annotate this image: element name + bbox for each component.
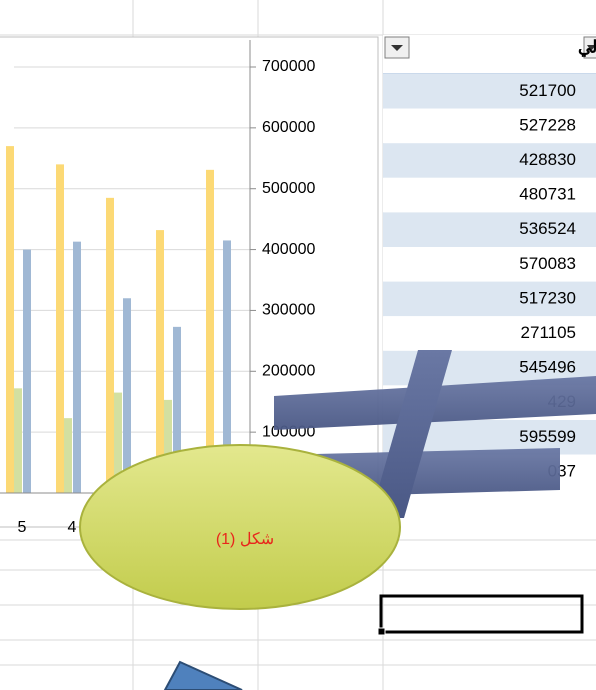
bar bbox=[64, 418, 72, 493]
not-equal-sign bbox=[274, 350, 596, 518]
table-cell: 428830 bbox=[519, 150, 576, 169]
y-tick-label: 700000 bbox=[262, 58, 315, 75]
table-row bbox=[383, 74, 596, 109]
table-header: إجمالي bbox=[578, 37, 596, 57]
fill-handle[interactable] bbox=[377, 627, 386, 636]
table-row bbox=[383, 247, 596, 282]
table-row bbox=[383, 212, 596, 247]
bar bbox=[14, 388, 22, 493]
bar bbox=[164, 399, 172, 493]
chart: 1000002000003000004000005000006000007000… bbox=[0, 36, 379, 536]
y-tick-label: 600000 bbox=[262, 119, 315, 136]
table-cell: 521700 bbox=[519, 81, 576, 100]
table-row bbox=[383, 108, 596, 144]
table-row bbox=[383, 316, 596, 351]
selected-cell[interactable] bbox=[379, 594, 584, 634]
y-tick-label: 300000 bbox=[262, 302, 315, 319]
y-tick-label: 200000 bbox=[262, 363, 315, 380]
bar bbox=[156, 230, 164, 493]
table-row bbox=[383, 177, 596, 213]
bar bbox=[173, 326, 181, 493]
table-cell: 595599 bbox=[519, 427, 576, 446]
table-row bbox=[383, 143, 596, 178]
bar bbox=[23, 249, 31, 493]
table-row bbox=[383, 281, 596, 317]
table-cell: 545496 bbox=[519, 358, 576, 377]
y-tick-label: 400000 bbox=[262, 241, 315, 258]
slash bbox=[370, 350, 452, 518]
table-cell: 517230 bbox=[519, 288, 576, 307]
y-tick-label: 500000 bbox=[262, 180, 315, 197]
bar bbox=[6, 146, 14, 493]
table-cell: 271105 bbox=[521, 323, 576, 342]
x-tick-label: 4 bbox=[68, 519, 77, 536]
callout-label: شكل (1) bbox=[216, 531, 274, 548]
filter-arrow bbox=[587, 45, 596, 51]
bar bbox=[206, 169, 214, 493]
x-tick-label: 5 bbox=[18, 519, 27, 536]
bar bbox=[106, 197, 114, 494]
bar bbox=[56, 164, 64, 493]
bar bbox=[123, 298, 131, 493]
table-cell: 570083 bbox=[519, 254, 576, 273]
bar bbox=[73, 241, 81, 493]
table-header-cell bbox=[383, 35, 596, 74]
bar bbox=[223, 240, 231, 493]
table-cell: 527228 bbox=[519, 115, 576, 134]
arrow-shape bbox=[163, 660, 243, 690]
callout-ellipse bbox=[79, 444, 401, 610]
filter-arrow bbox=[391, 45, 403, 51]
table-cell: 536524 bbox=[519, 219, 576, 238]
bar bbox=[114, 392, 122, 493]
table-cell: 480731 bbox=[519, 185, 576, 204]
